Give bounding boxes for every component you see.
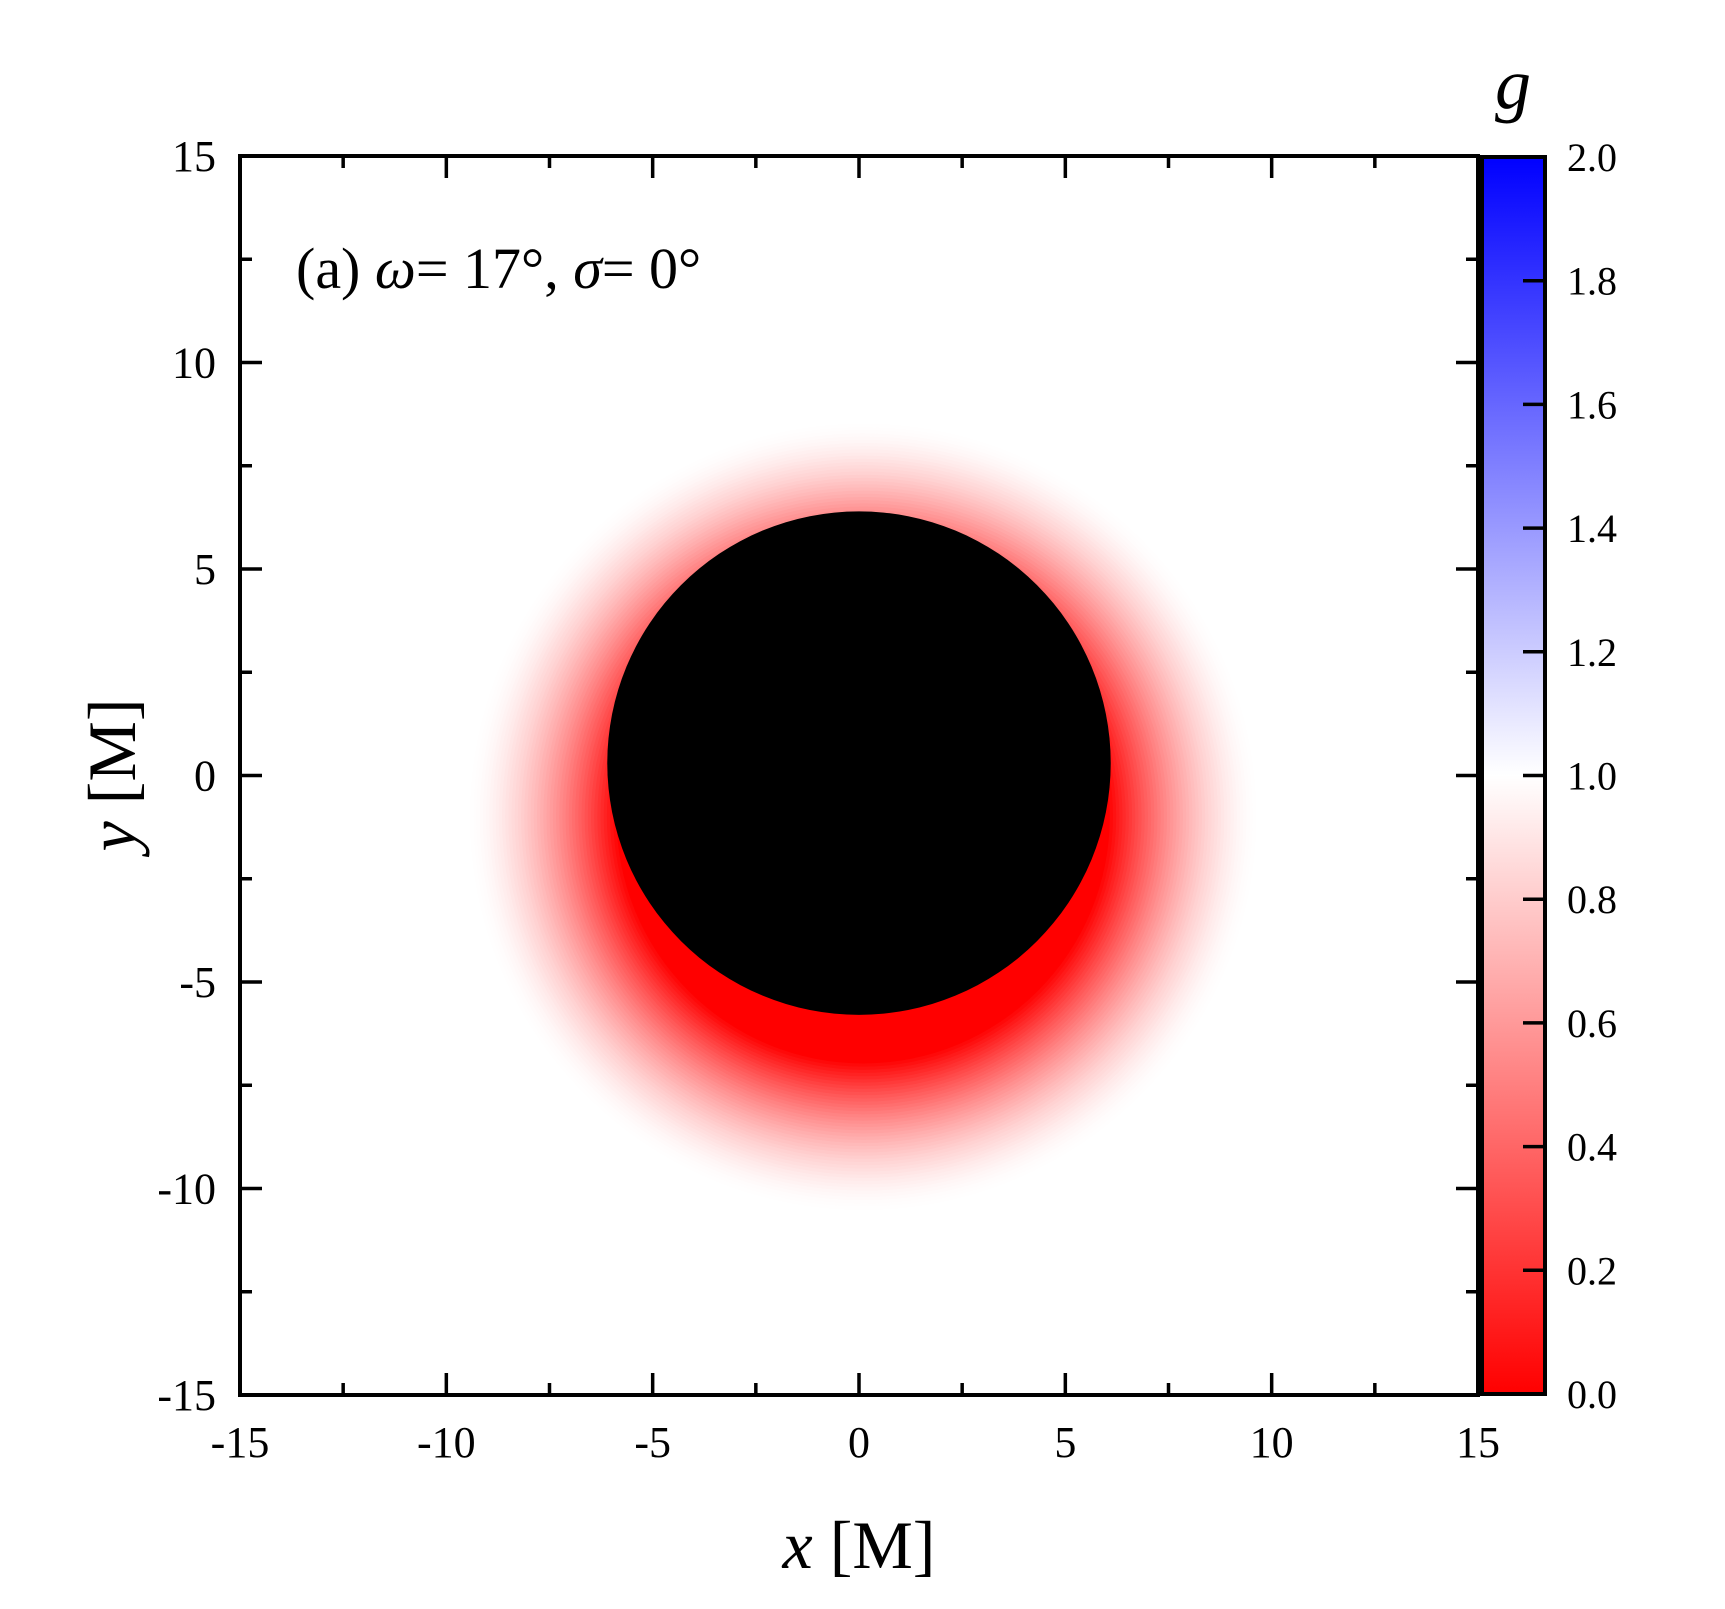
- colorbar-tick-label: 0.2: [1567, 1248, 1617, 1293]
- colorbar-tick-label: 0.8: [1567, 877, 1617, 922]
- colorbar-tick-label: 1.0: [1567, 754, 1617, 799]
- x-axis-label: x [M]: [782, 1507, 936, 1583]
- colorbar-tick-label: 1.4: [1567, 506, 1617, 551]
- colorbar-tick-labels: 0.0 0.2 0.4 0.6 0.8 1.0 1.2 1.4 1.6 1.8 2.0: [1567, 135, 1617, 1417]
- colorbar-tick-label: 1.6: [1567, 382, 1617, 427]
- colorbar-ticks: [1523, 155, 1545, 1396]
- plot-area: -15 -10 -5 0 5 10 15 -15 -10 -5 0 5 10 15: [157, 132, 1500, 1467]
- y-axis-ticks: [240, 154, 1478, 1397]
- y-tick-label: 15: [172, 132, 216, 181]
- x-tick-label: 10: [1250, 1418, 1294, 1467]
- colorbar-label: g: [1495, 44, 1531, 124]
- y-tick-label: 0: [194, 752, 216, 801]
- y-axis-tick-labels: -15 -10 -5 0 5 10 15: [157, 132, 216, 1420]
- y-tick-label: -15: [157, 1371, 216, 1420]
- colorbar: 0.0 0.2 0.4 0.6 0.8 1.0 1.2 1.4 1.6 1.8 2.0 g: [1480, 44, 1617, 1417]
- black-hole-shadow: [607, 511, 1111, 1015]
- x-tick-label: 5: [1054, 1418, 1076, 1467]
- x-tick-label: -5: [634, 1418, 671, 1467]
- colorbar-tick-label: 1.8: [1567, 259, 1617, 304]
- y-tick-label: -5: [179, 958, 216, 1007]
- colorbar-tick-label: 0.0: [1567, 1372, 1617, 1417]
- panel-label: (a) ω= 17°, σ= 0°: [296, 236, 701, 301]
- y-tick-label: 10: [172, 339, 216, 388]
- colorbar-tick-label: 2.0: [1567, 135, 1617, 180]
- x-tick-label: -15: [211, 1418, 270, 1467]
- x-axis-tick-labels: -15 -10 -5 0 5 10 15: [211, 1418, 1500, 1467]
- colorbar-tick-label: 1.2: [1567, 630, 1617, 675]
- x-axis-ticks: [238, 156, 1480, 1395]
- colorbar-tick-label: 0.4: [1567, 1125, 1617, 1170]
- y-tick-label: -10: [157, 1165, 216, 1214]
- x-tick-label: 0: [848, 1418, 870, 1467]
- colorbar-tick-label: 0.6: [1567, 1001, 1617, 1046]
- x-tick-label: -10: [417, 1418, 476, 1467]
- y-axis-label: y [M]: [74, 699, 150, 858]
- x-tick-label: 15: [1456, 1418, 1500, 1467]
- y-tick-label: 5: [194, 545, 216, 594]
